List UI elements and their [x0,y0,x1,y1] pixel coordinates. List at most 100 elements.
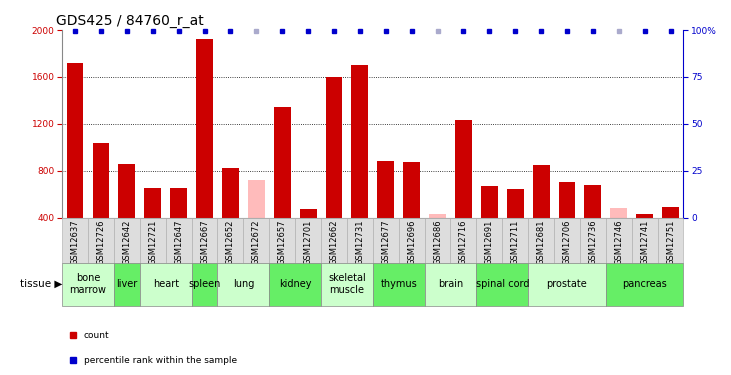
Text: count: count [84,331,110,340]
Bar [62,217,88,262]
Bar [222,168,239,217]
Text: GSM12716: GSM12716 [459,220,468,265]
Bar [662,207,679,218]
Text: brain: brain [438,279,463,289]
Bar [170,188,187,218]
Bar [429,214,446,217]
Bar [62,262,114,306]
Bar [554,217,580,262]
Bar [477,217,502,262]
Text: GSM12652: GSM12652 [226,220,235,265]
Text: GSM12642: GSM12642 [122,220,132,265]
Bar [632,217,658,262]
Bar [67,63,83,217]
Text: GSM12657: GSM12657 [278,220,287,265]
Bar [295,217,321,262]
Bar [610,208,627,218]
Bar [269,262,321,306]
Text: GSM12681: GSM12681 [537,220,545,265]
Bar [450,217,477,262]
Bar [144,188,161,218]
Bar [218,262,269,306]
Bar [140,262,192,306]
Bar [606,262,683,306]
Bar [274,107,291,218]
Text: GSM12672: GSM12672 [251,220,261,265]
Text: tissue ▶: tissue ▶ [20,279,62,289]
Text: percentile rank within the sample: percentile rank within the sample [84,356,237,364]
Bar [248,180,265,218]
Text: GSM12751: GSM12751 [666,220,675,265]
Text: thymus: thymus [380,279,417,289]
Text: GSM12736: GSM12736 [588,220,597,266]
Text: GSM12726: GSM12726 [96,220,105,265]
Bar [373,262,425,306]
Text: GSM12662: GSM12662 [330,220,338,265]
Text: liver: liver [116,279,137,289]
Bar [658,217,683,262]
Bar [166,217,192,262]
Bar [377,161,394,218]
Text: GSM12696: GSM12696 [407,220,416,265]
Bar [93,142,110,218]
Text: GSM12637: GSM12637 [71,220,80,266]
Bar [118,164,135,218]
Bar [192,217,218,262]
Bar [347,217,373,262]
Text: GSM12711: GSM12711 [511,220,520,265]
Bar [636,214,653,217]
Bar [373,217,398,262]
Text: GSM12721: GSM12721 [148,220,157,265]
Bar [114,217,140,262]
Bar [404,162,420,218]
Bar [325,77,342,218]
Text: GDS425 / 84760_r_at: GDS425 / 84760_r_at [56,13,204,28]
Bar [507,189,523,217]
Text: GSM12691: GSM12691 [485,220,494,265]
Bar [398,217,425,262]
Text: spinal cord: spinal cord [475,279,529,289]
Text: GSM12667: GSM12667 [200,220,209,266]
Text: pancreas: pancreas [622,279,667,289]
Text: GSM12677: GSM12677 [382,220,390,266]
Bar [528,217,554,262]
Text: GSM12746: GSM12746 [614,220,624,265]
Bar [140,217,166,262]
Text: GSM12731: GSM12731 [355,220,364,265]
Bar [533,165,550,218]
Text: GSM12706: GSM12706 [562,220,572,265]
Bar [502,217,528,262]
Text: bone
marrow: bone marrow [69,273,107,295]
Text: skeletal
muscle: skeletal muscle [328,273,366,295]
Text: prostate: prostate [547,279,587,289]
Bar [352,65,368,218]
Bar [425,262,477,306]
Bar [196,39,213,218]
Bar [455,120,471,218]
Text: GSM12741: GSM12741 [640,220,649,265]
Bar [321,217,347,262]
Bar [585,185,602,218]
Bar [269,217,295,262]
Bar [88,217,114,262]
Text: GSM12701: GSM12701 [303,220,313,265]
Text: kidney: kidney [279,279,311,289]
Text: GSM12647: GSM12647 [174,220,183,265]
Bar [114,262,140,306]
Bar [425,217,450,262]
Bar [192,262,218,306]
Bar [481,186,498,218]
Bar [243,217,269,262]
Bar [477,262,528,306]
Bar [321,262,373,306]
Text: GSM12686: GSM12686 [433,220,442,266]
Bar [580,217,606,262]
Text: lung: lung [232,279,254,289]
Bar [528,262,606,306]
Bar [218,217,243,262]
Text: spleen: spleen [189,279,221,289]
Bar [300,209,317,218]
Text: heart: heart [153,279,179,289]
Bar [558,182,575,218]
Bar [606,217,632,262]
